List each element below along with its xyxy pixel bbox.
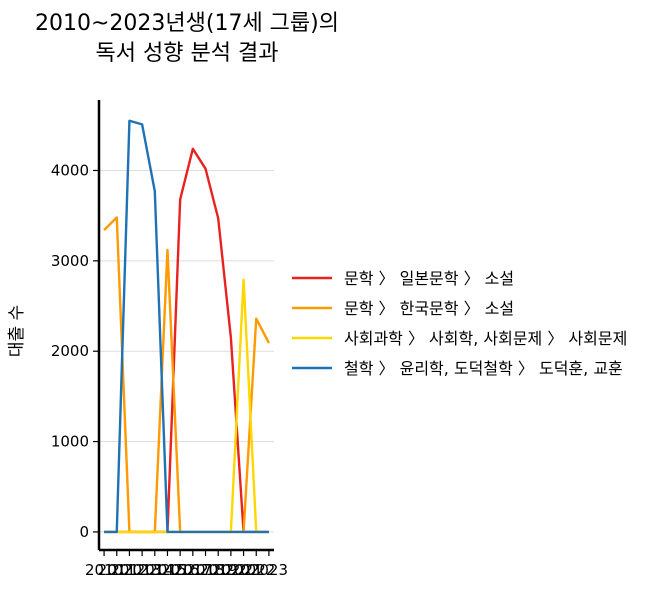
chart-title-line-1: 2010~2023년생(17세 그룹)의	[35, 11, 339, 36]
x-tick-label: 2023	[250, 561, 288, 579]
y-axis-label: 대출 수	[7, 305, 27, 357]
chart-title-line-2: 독서 성향 분석 결과	[96, 41, 279, 66]
y-tick-label: 4000	[51, 161, 89, 179]
x-tick-label: 2021	[224, 561, 262, 579]
x-tick-label: 2020	[212, 561, 250, 579]
legend-label-2: 사회과학 〉 사회학, 사회문제 〉 사회문제	[344, 329, 627, 348]
series-line-3	[104, 119, 269, 534]
series-lines	[103, 119, 270, 534]
legend-label-3: 철학 〉 윤리학, 도덕철학 〉 도덕훈, 교훈	[344, 359, 623, 378]
x-tick-label: 2022	[237, 561, 275, 579]
x-tick-label: 2013	[123, 561, 161, 579]
x-tick-label: 2018	[186, 561, 224, 579]
y-axis-ticks: 0 1000 2000 3000 4000	[51, 161, 99, 541]
x-tick-label: 2015	[148, 561, 186, 579]
x-axis-ticks: 2010201120122013201420152016201720182019…	[85, 550, 288, 579]
y-tick-label: 1000	[51, 433, 89, 451]
x-tick-label: 2016	[161, 561, 199, 579]
x-tick-label: 2014	[136, 561, 174, 579]
series-line-1	[103, 216, 270, 534]
legend-label-0: 문학 〉 일본문학 〉 소설	[344, 269, 514, 288]
legend-label-1: 문학 〉 한국문학 〉 소설	[344, 299, 514, 318]
x-tick-label: 2019	[199, 561, 237, 579]
x-tick-label: 2012	[110, 561, 148, 579]
x-tick-label: 2010	[85, 561, 123, 579]
y-tick-label: 3000	[51, 252, 89, 270]
x-tick-label: 2011	[98, 561, 136, 579]
x-tick-label: 2017	[174, 561, 212, 579]
y-tick-label: 2000	[51, 342, 89, 360]
series-line-0	[104, 147, 269, 534]
axes	[97, 100, 274, 552]
y-tick-label: 0	[79, 523, 89, 541]
